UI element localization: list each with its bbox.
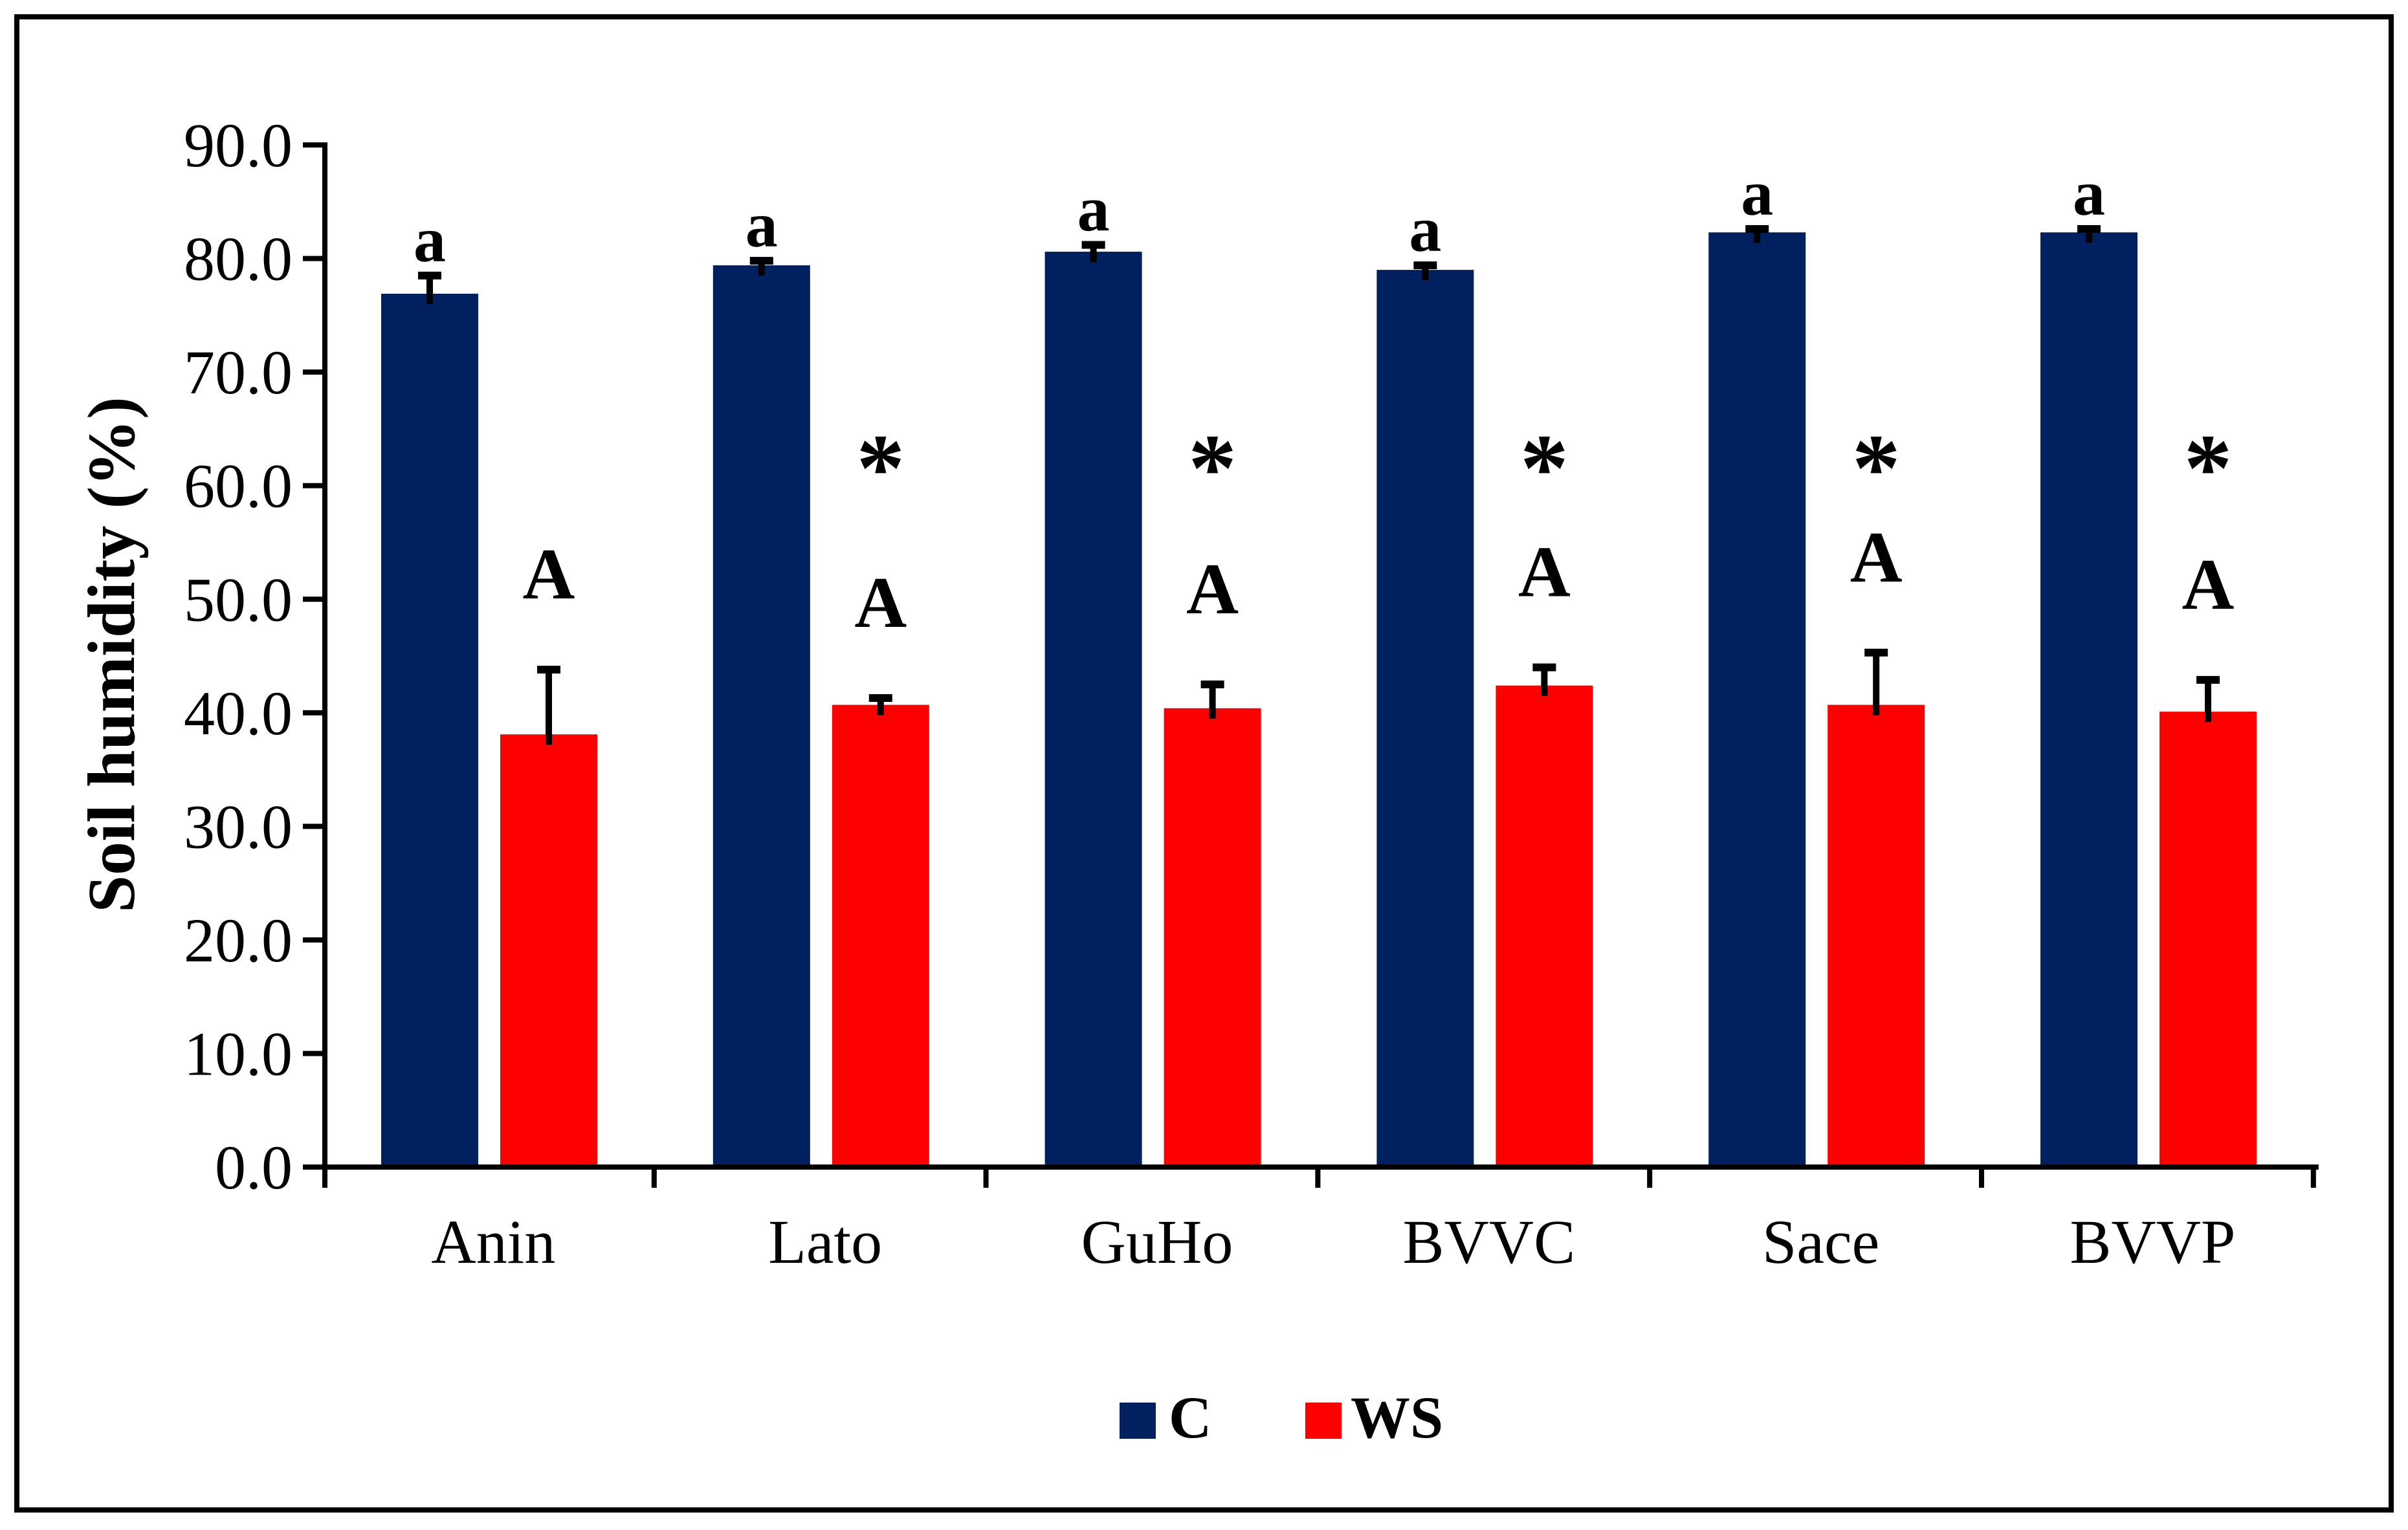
error-bar-line [1209, 684, 1216, 719]
y-tick-label: 40.0 [184, 679, 293, 748]
y-tick [303, 710, 322, 716]
error-bar-cap [749, 257, 773, 265]
x-tick [1979, 1170, 1984, 1188]
ws-bar-sace [1828, 705, 1925, 1164]
error-bar-cap [868, 694, 892, 702]
x-tick [1647, 1170, 1653, 1188]
category-label-bvvc: BVVC [1402, 1207, 1575, 1276]
error-bar-cap [1081, 241, 1105, 249]
error-bar-line [1754, 228, 1761, 243]
y-tick [303, 1051, 322, 1056]
y-tick [303, 483, 322, 488]
y-tick-label: 80.0 [184, 224, 293, 294]
error-bar-line [1422, 265, 1429, 281]
sig-letter-c: a [1741, 157, 1773, 229]
y-tick-label: 70.0 [184, 338, 293, 407]
c-bar-bvvp [2040, 232, 2137, 1164]
sig-letter-ws: A [1186, 549, 1239, 629]
y-tick-label: 30.0 [184, 792, 293, 861]
sig-letter-ws: A [854, 563, 907, 643]
error-bar-line [546, 670, 552, 745]
legend-swatch-ws [1305, 1403, 1342, 1439]
y-tick-label: 0.0 [215, 1133, 293, 1202]
sig-letter-ws: A [1518, 532, 1571, 613]
category-label-guho: GuHo [1081, 1207, 1233, 1276]
ws-bar-guho [1164, 708, 1261, 1164]
y-axis-line [322, 142, 327, 1170]
significance-asterisk: * [1188, 415, 1237, 522]
c-bar-anin [381, 294, 478, 1164]
significance-asterisk: * [1520, 415, 1569, 522]
figure-border [14, 14, 2394, 1513]
ws-bar-bvvp [2159, 712, 2257, 1164]
error-bar-line [2205, 679, 2211, 723]
legend-swatch-c [1120, 1403, 1156, 1439]
sig-letter-c: a [1409, 193, 1441, 265]
error-bar-cap [2077, 224, 2101, 233]
y-tick [303, 824, 322, 829]
error-bar-cap [1864, 648, 1888, 657]
x-tick [2310, 1170, 2316, 1188]
c-bar-guho [1044, 252, 1142, 1164]
y-tick [303, 1164, 322, 1170]
y-axis-title: Soil humidity (%) [74, 397, 149, 912]
x-axis-line [322, 1164, 2319, 1170]
x-tick [322, 1170, 327, 1188]
sig-letter-c: a [414, 204, 446, 276]
error-bar-line [1873, 652, 1880, 716]
error-bar-line [1541, 667, 1548, 696]
sig-letter-ws: A [2182, 545, 2235, 625]
error-bar-cap [2196, 675, 2220, 684]
y-tick [303, 369, 322, 375]
x-tick [651, 1170, 657, 1188]
legend-label-ws: WS [1351, 1384, 1443, 1450]
x-tick [1315, 1170, 1321, 1188]
category-label-bvvp: BVVP [2070, 1207, 2235, 1276]
legend-label-c: C [1169, 1384, 1211, 1450]
error-bar-cap [1532, 663, 1556, 672]
y-tick [303, 142, 322, 148]
y-tick-label: 20.0 [184, 906, 293, 975]
error-bar-line [877, 697, 884, 716]
category-label-anin: Anin [431, 1207, 555, 1276]
error-bar-line [758, 261, 765, 276]
significance-asterisk: * [1852, 415, 1901, 522]
c-bar-lato [712, 265, 810, 1164]
error-bar-cap [1200, 680, 1224, 688]
ws-bar-anin [500, 734, 597, 1164]
category-label-lato: Lato [768, 1207, 882, 1276]
sig-letter-c: a [1077, 173, 1110, 245]
sig-letter-ws: A [523, 534, 575, 615]
y-tick-label: 50.0 [184, 565, 293, 634]
category-label-sace: Sace [1762, 1207, 1879, 1276]
error-bar-cap [1413, 261, 1437, 270]
error-bar-line [2086, 228, 2092, 243]
significance-asterisk: * [856, 415, 905, 522]
error-bar-line [1090, 245, 1097, 263]
y-tick-label: 60.0 [184, 452, 293, 521]
error-bar-cap [418, 271, 441, 279]
y-tick-label: 90.0 [184, 111, 293, 180]
sig-letter-ws: A [1850, 518, 1903, 598]
x-tick [983, 1170, 989, 1188]
sig-letter-c: a [746, 189, 778, 261]
y-tick [303, 596, 322, 602]
c-bar-sace [1708, 232, 1806, 1164]
sig-letter-c: a [2073, 157, 2105, 229]
y-tick-label: 10.0 [184, 1019, 293, 1088]
ws-bar-bvvc [1496, 685, 1593, 1164]
y-tick [303, 937, 322, 943]
error-bar-cap [537, 666, 560, 674]
error-bar-cap [1745, 224, 1769, 233]
y-tick [303, 256, 322, 261]
ws-bar-lato [832, 705, 929, 1164]
error-bar-line [426, 275, 433, 305]
significance-asterisk: * [2184, 415, 2233, 522]
c-bar-bvvc [1376, 270, 1474, 1164]
